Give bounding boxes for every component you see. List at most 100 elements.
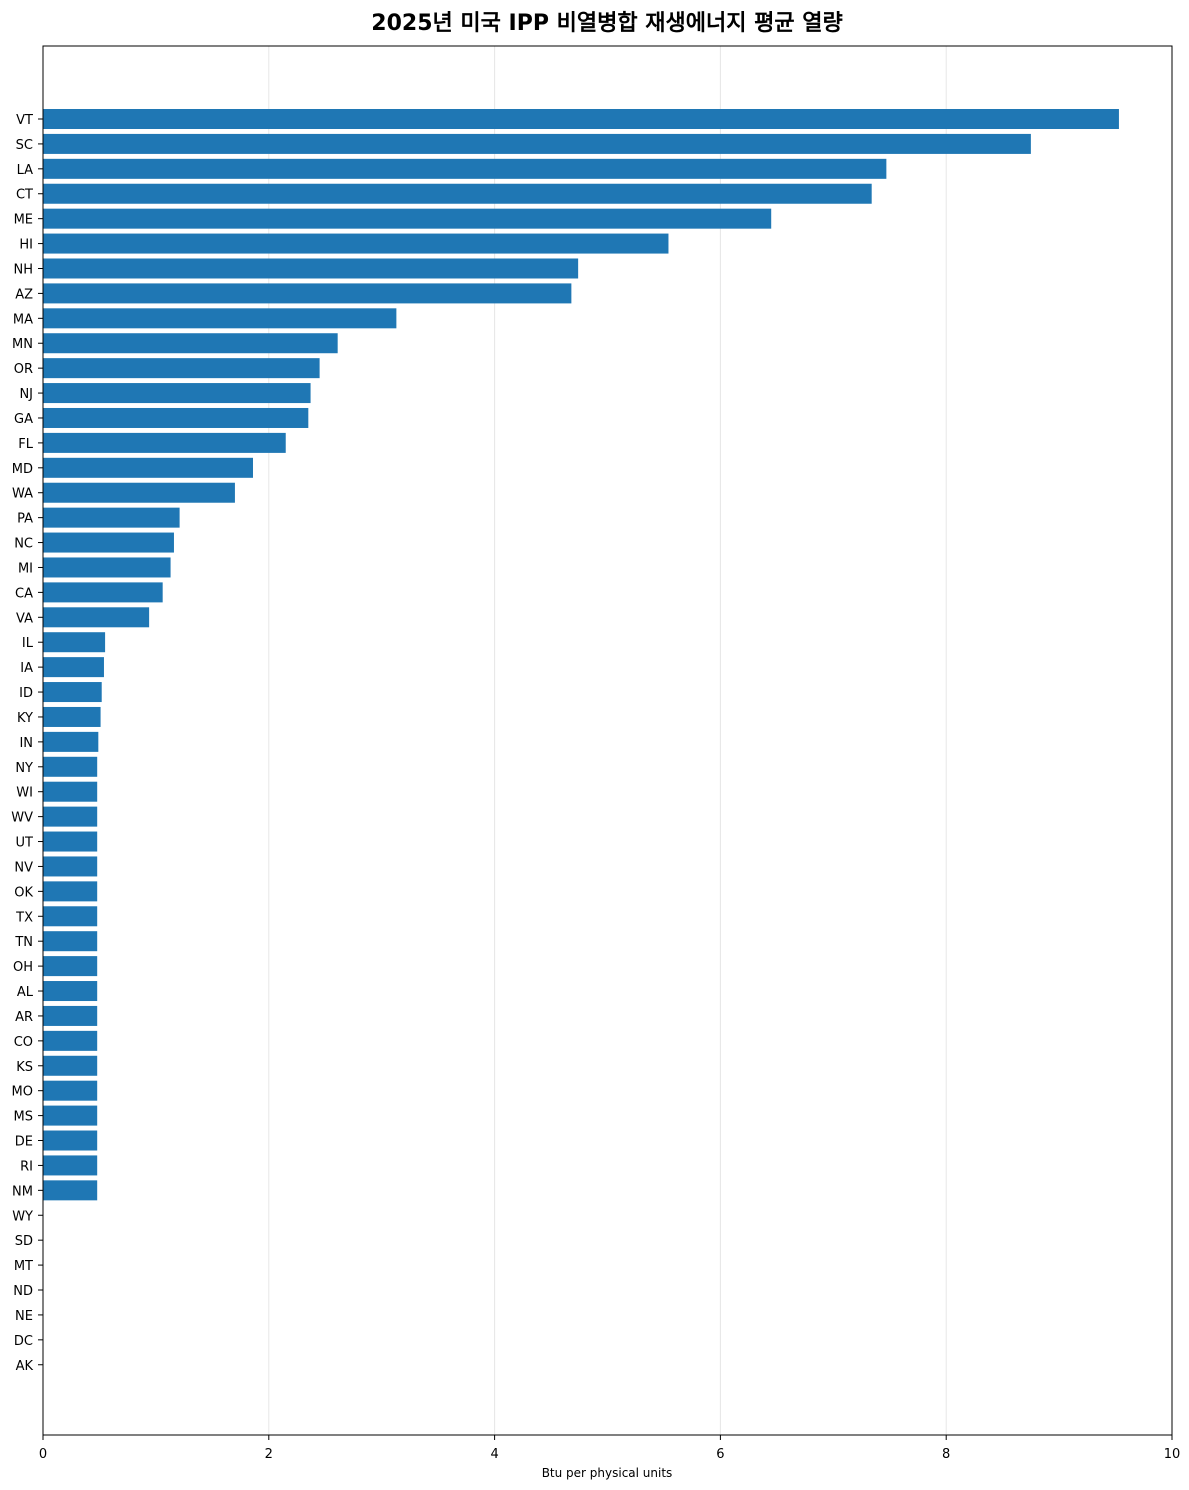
y-tick-label-ar: AR — [15, 1010, 33, 1025]
bar-ga — [43, 407, 309, 428]
y-tick-label-ks: KS — [16, 1060, 33, 1075]
y-tick-label-fl: FL — [18, 437, 33, 452]
bar-ms — [43, 1105, 98, 1126]
y-tick-label-nm: NM — [12, 1184, 33, 1199]
bars — [43, 109, 1119, 1201]
y-tick-label-hi: HI — [19, 238, 33, 253]
x-tick-label: 4 — [490, 1447, 498, 1462]
bar-md — [43, 457, 253, 478]
y-tick-label-mo: MO — [12, 1085, 33, 1100]
y-tick-label-in: IN — [19, 736, 33, 751]
bar-id — [43, 682, 102, 703]
y-tick-label-wa: WA — [12, 487, 33, 502]
y-tick-label-wv: WV — [11, 811, 33, 826]
plot-frame — [42, 45, 1173, 1436]
bar-ut — [43, 831, 98, 852]
y-tick-label-il: IL — [22, 636, 34, 651]
y-tick-label-me: ME — [14, 213, 33, 228]
bar-va — [43, 607, 150, 628]
x-tick-label: 6 — [716, 1447, 724, 1462]
bar-nv — [43, 856, 98, 877]
grid-lines — [268, 46, 947, 1435]
x-tick-label: 10 — [1164, 1447, 1181, 1462]
y-tick-label-nj: NJ — [19, 387, 33, 402]
y-tick-label-wi: WI — [16, 786, 33, 801]
bar-wv — [43, 806, 98, 827]
y-axis-ticks: VT SC LA CT ME HI NH AZ MA MN OR NJ GA FL MD WA PA NC MI CA… — [11, 113, 43, 1374]
y-tick-label-nh: NH — [14, 262, 34, 277]
bar-vt — [43, 109, 1119, 129]
y-tick-label-ri: RI — [20, 1159, 33, 1174]
bar-mi — [43, 557, 171, 578]
y-tick-label-al: AL — [17, 985, 34, 1000]
y-tick-label-mi: MI — [18, 561, 33, 576]
chart-title: 2025년 미국 IPP 비열병합 재생에너지 평균 열량 — [371, 10, 842, 36]
y-tick-label-sc: SC — [16, 138, 33, 153]
bar-or — [43, 358, 320, 379]
bar-ia — [43, 657, 104, 678]
y-tick-label-mt: MT — [14, 1259, 33, 1274]
bar-mo — [43, 1080, 98, 1101]
bar-ct — [43, 183, 872, 204]
y-tick-label-co: CO — [14, 1035, 33, 1050]
y-tick-label-de: DE — [15, 1135, 33, 1150]
y-tick-label-mn: MN — [12, 337, 33, 352]
bar-nm — [43, 1180, 98, 1201]
y-tick-label-oh: OH — [13, 960, 33, 975]
y-tick-label-ma: MA — [13, 312, 33, 327]
bar-sc — [43, 133, 1031, 154]
y-tick-label-md: MD — [12, 462, 33, 477]
bar-nh — [43, 258, 579, 279]
bar-ks — [43, 1055, 98, 1076]
y-tick-label-or: OR — [14, 362, 33, 377]
bar-me — [43, 208, 772, 229]
y-tick-label-ut: UT — [16, 836, 34, 851]
bar-ca — [43, 582, 163, 603]
bar-ny — [43, 756, 98, 777]
y-tick-label-tx: TX — [15, 910, 33, 925]
bar-hi — [43, 233, 669, 254]
bar-ri — [43, 1155, 98, 1176]
bar-ok — [43, 881, 98, 902]
y-tick-label-id: ID — [19, 686, 33, 701]
x-axis-ticks: 0 2 4 6 8 10 — [39, 1435, 1180, 1462]
bar-in — [43, 731, 99, 752]
bar-mn — [43, 333, 338, 354]
y-tick-label-la: LA — [17, 163, 34, 178]
y-tick-label-ny: NY — [15, 761, 33, 776]
bar-fl — [43, 432, 286, 453]
bar-wa — [43, 482, 235, 503]
bar-oh — [43, 956, 98, 977]
bar-de — [43, 1130, 98, 1151]
x-tick-label: 2 — [265, 1447, 273, 1462]
y-tick-label-tn: TN — [14, 935, 33, 950]
y-tick-label-ca: CA — [15, 586, 33, 601]
bar-ar — [43, 1005, 98, 1026]
x-tick-label: 8 — [942, 1447, 950, 1462]
bar-tx — [43, 906, 98, 927]
y-tick-label-ga: GA — [14, 412, 33, 427]
bar-al — [43, 981, 98, 1002]
y-tick-label-pa: PA — [17, 512, 33, 527]
y-tick-label-ne: NE — [15, 1309, 33, 1324]
x-tick-label: 0 — [39, 1447, 47, 1462]
y-tick-label-ms: MS — [14, 1110, 33, 1125]
bar-nc — [43, 532, 174, 553]
bar-pa — [43, 507, 180, 528]
bar-la — [43, 158, 887, 179]
bar-ky — [43, 706, 101, 727]
bar-tn — [43, 931, 98, 952]
y-tick-label-nd: ND — [13, 1284, 33, 1299]
y-tick-label-ct: CT — [16, 188, 33, 203]
y-tick-label-ok: OK — [14, 885, 33, 900]
y-tick-label-sd: SD — [15, 1234, 33, 1249]
y-tick-label-wy: WY — [12, 1209, 33, 1224]
y-tick-label-az: AZ — [15, 287, 33, 302]
bar-wi — [43, 781, 98, 802]
bar-nj — [43, 383, 311, 404]
y-tick-label-ia: IA — [20, 661, 33, 676]
y-tick-label-va: VA — [16, 611, 33, 626]
y-tick-label-ky: KY — [17, 711, 33, 726]
